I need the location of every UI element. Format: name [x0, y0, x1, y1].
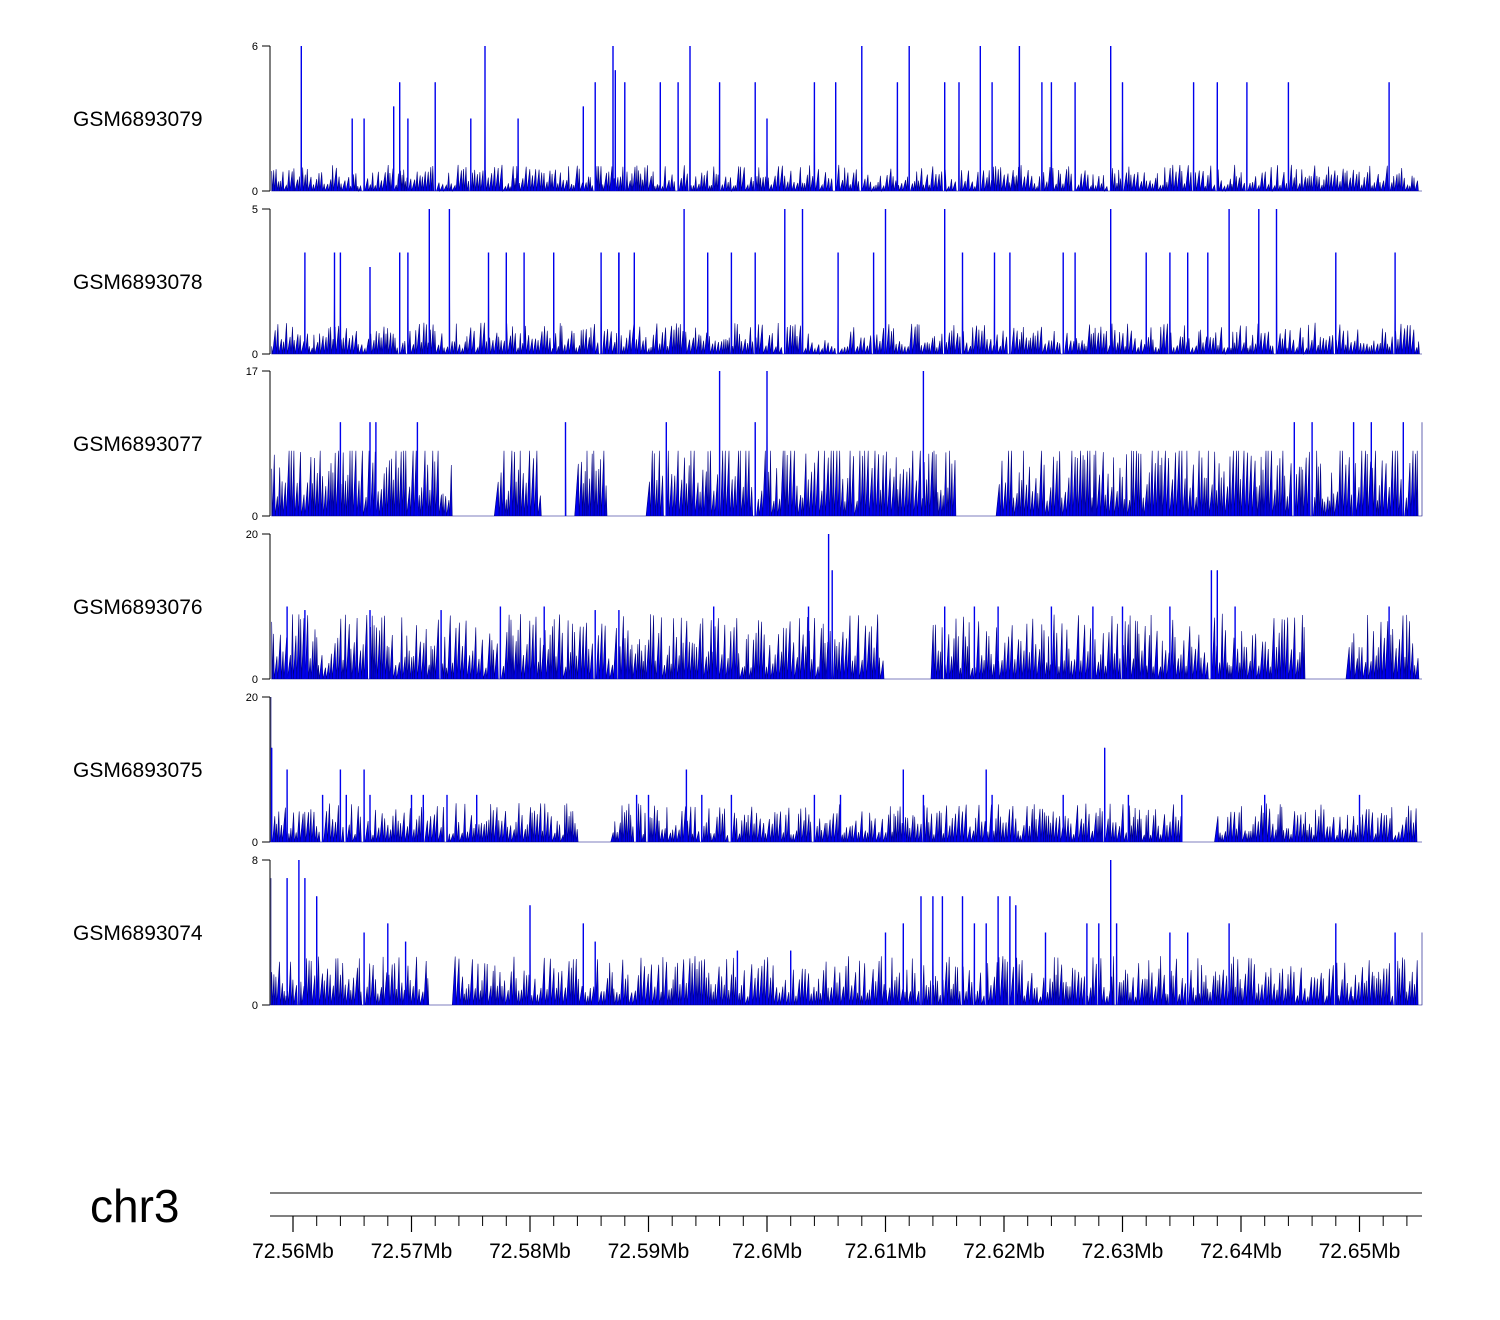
x-tick-label: 72.59Mb	[608, 1240, 690, 1263]
track-label: GSM6893074	[73, 922, 203, 945]
x-tick-label: 72.56Mb	[252, 1240, 334, 1263]
chromosome-axis: chr3 72.56Mb 72.57Mb 72.58Mb 72.59Mb 72.6Mb 7…	[90, 1180, 1422, 1263]
track-label: GSM6893076	[73, 596, 203, 619]
x-tick-label: 72.6Mb	[732, 1240, 802, 1263]
coverage-area-GSM6893078	[271, 208, 1422, 356]
track-GSM6893079: GSM6893079 6 0	[73, 41, 1422, 198]
y-tick-label-max: 17	[246, 366, 258, 378]
x-tick-label: 72.64Mb	[1200, 1240, 1282, 1263]
track-label: GSM6893075	[73, 759, 203, 782]
track-label: GSM6893079	[73, 108, 203, 131]
track-GSM6893074: GSM6893074 8 0	[73, 855, 1423, 1012]
coverage-area-GSM6893079	[271, 45, 1422, 193]
track-label: GSM6893077	[73, 433, 203, 456]
x-tick-label: 72.61Mb	[845, 1240, 927, 1263]
genome-axis-ticks: 72.56Mb 72.57Mb 72.58Mb 72.59Mb 72.6Mb 72.61M…	[252, 1216, 1408, 1263]
y-tick-label-min: 0	[252, 674, 258, 686]
x-tick-label: 72.62Mb	[963, 1240, 1045, 1263]
coverage-area-GSM6893076	[271, 533, 1422, 680]
y-tick-label-max: 6	[252, 41, 258, 53]
y-tick-label-max: 5	[252, 204, 258, 216]
track-GSM6893077: GSM6893077 17 0	[73, 366, 1423, 523]
y-tick-label-max: 20	[246, 529, 258, 541]
coverage-area-GSM6893077	[271, 370, 1423, 517]
y-tick-label-min: 0	[252, 1000, 258, 1012]
track-GSM6893075: GSM6893075 20 0	[73, 692, 1422, 849]
x-tick-label: 72.65Mb	[1319, 1240, 1401, 1263]
y-tick-label-min: 0	[252, 837, 258, 849]
y-tick-label-max: 8	[252, 855, 258, 867]
x-tick-label: 72.57Mb	[371, 1240, 453, 1263]
y-tick-label-min: 0	[252, 511, 258, 523]
x-tick-label: 72.63Mb	[1082, 1240, 1164, 1263]
x-tick-label: 72.58Mb	[489, 1240, 571, 1263]
coverage-area-GSM6893074	[268, 859, 1423, 1006]
track-panels: GSM689307960GSM689307850GSM6893077170GSM…	[73, 41, 1423, 1012]
track-GSM6893078: GSM6893078 5 0	[73, 204, 1422, 361]
track-GSM6893076: GSM6893076 20 0	[73, 529, 1422, 686]
y-tick-label-max: 20	[246, 692, 258, 704]
chromosome-label: chr3	[90, 1180, 179, 1232]
y-tick-label-min: 0	[252, 186, 258, 198]
track-label: GSM6893078	[73, 271, 203, 294]
coverage-area-GSM6893075	[268, 697, 1422, 843]
y-tick-label-min: 0	[252, 349, 258, 361]
